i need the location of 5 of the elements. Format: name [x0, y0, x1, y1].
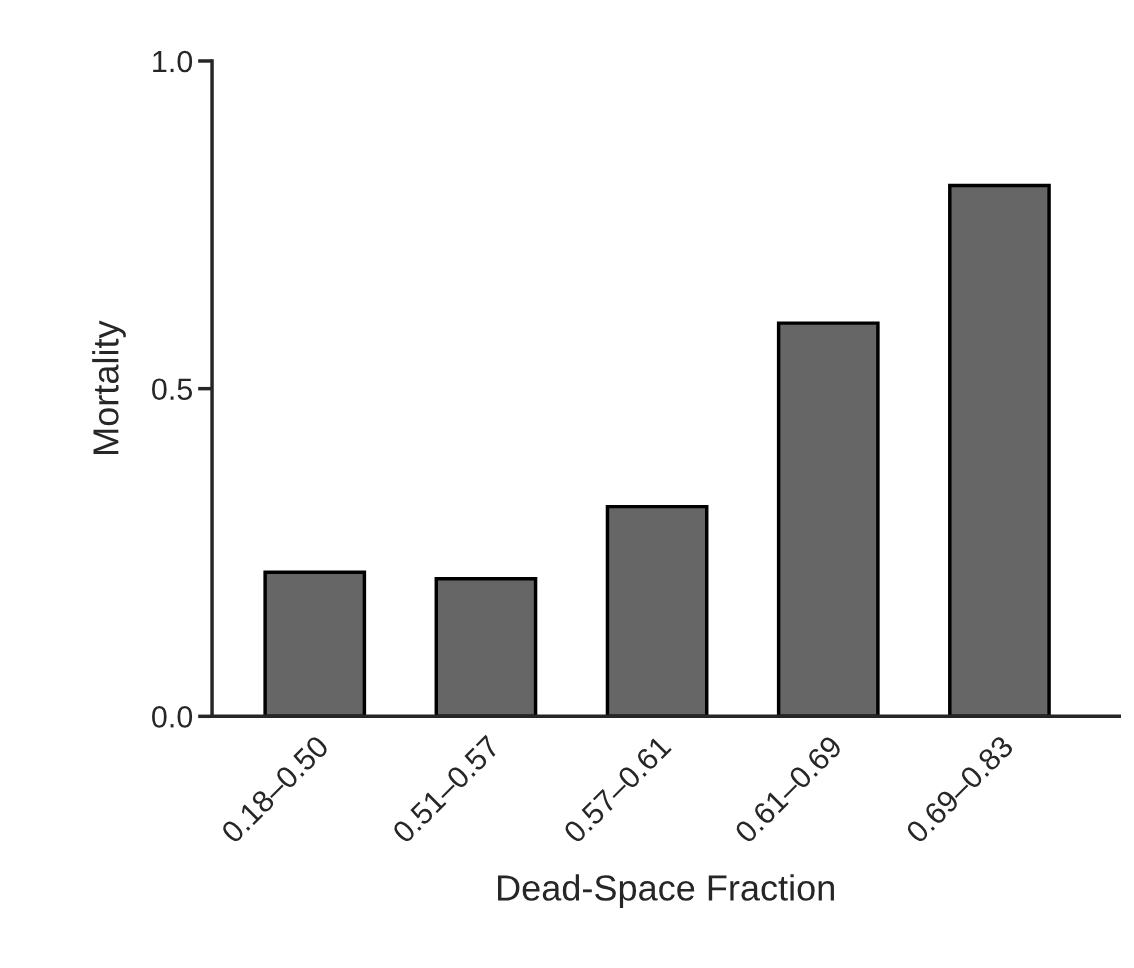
y-tick-label: 0.0: [152, 706, 193, 728]
y-tick-label: 0.5: [152, 378, 193, 401]
y-tick-label: 1.0: [153, 50, 193, 73]
x-axis-title: Dead-Space Fraction: [498, 874, 834, 908]
y-axis-title: Mortality: [92, 320, 126, 454]
